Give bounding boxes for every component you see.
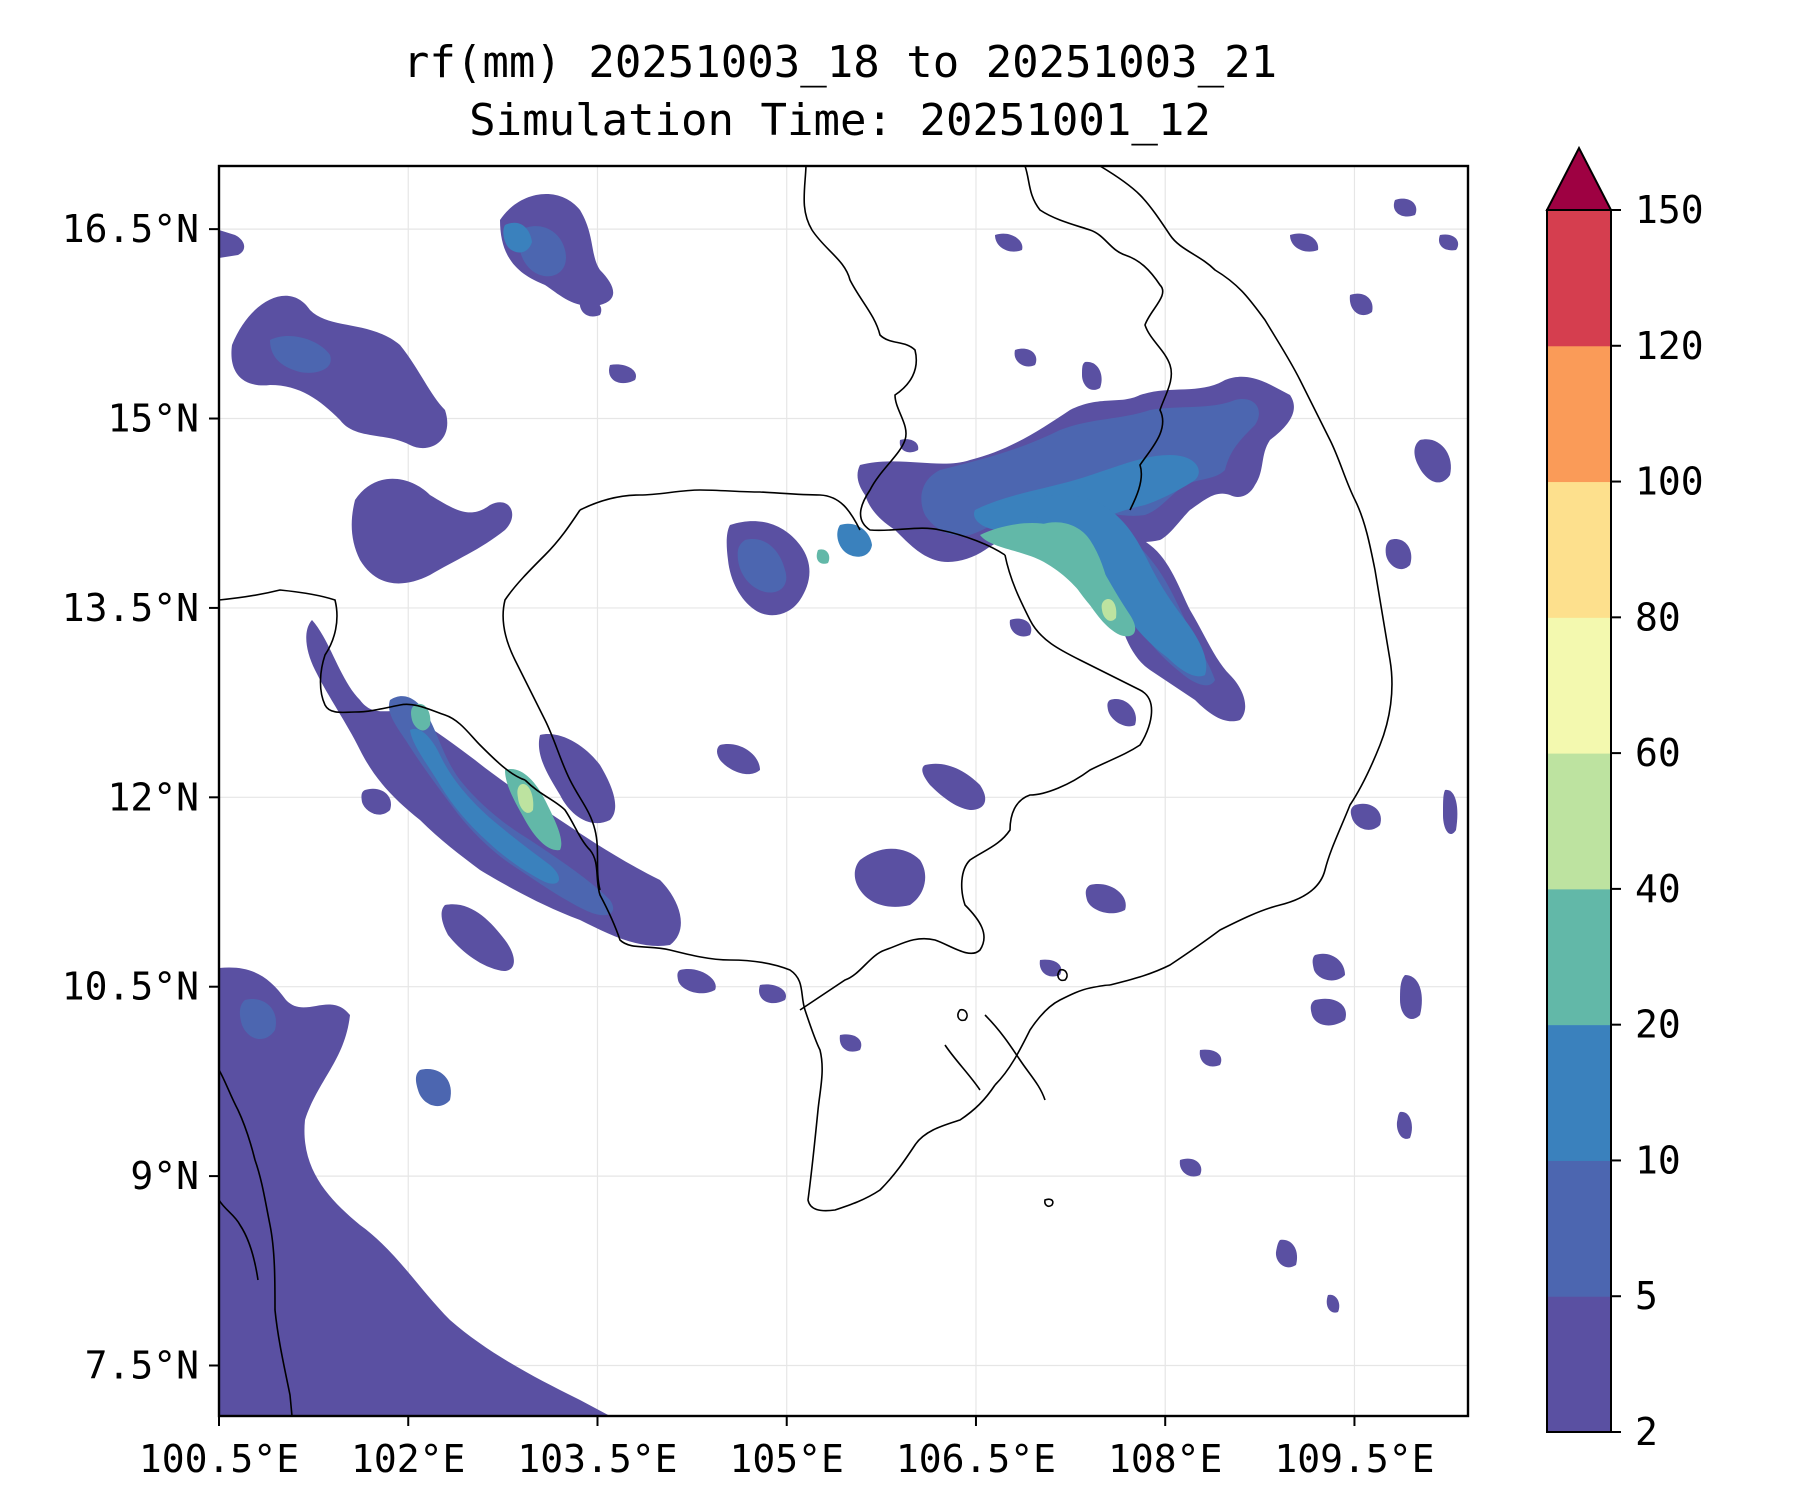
x-axis-tick-labels: 100.5°E 102°E 103.5°E 105°E 106.5°E 108°E 109.… — [139, 1437, 1435, 1481]
colorbar-frame — [1546, 209, 1612, 1433]
colorbar-label: 120 — [1635, 324, 1704, 368]
x-tick-label: 102°E — [351, 1437, 465, 1481]
map-panel — [209, 164, 1470, 1426]
y-tick-label: 15°N — [107, 397, 199, 441]
y-tick-label: 10.5°N — [62, 965, 199, 1009]
y-tick-label: 7.5°N — [85, 1343, 199, 1387]
colorbar-segment — [1547, 1296, 1611, 1433]
coastlines-and-borders — [219, 166, 1393, 1416]
y-tick-label: 12°N — [107, 775, 199, 819]
colorbar-segment — [1547, 888, 1611, 1026]
x-tick-label: 100.5°E — [139, 1437, 299, 1481]
colorbar-segment — [1547, 481, 1611, 618]
rain-band-40-60 — [517, 599, 1117, 813]
x-tick-label: 108°E — [1108, 1437, 1222, 1481]
colorbar-label: 80 — [1635, 595, 1681, 639]
y-tick-label: 13.5°N — [62, 586, 199, 630]
map-title: rf(mm) 20251003_18 to 20251003_21 — [402, 37, 1278, 88]
x-tick-label: 105°E — [730, 1437, 844, 1481]
colorbar-segment — [1547, 1024, 1611, 1161]
map-frame — [217, 164, 1470, 1418]
colorbar-label: 150 — [1635, 188, 1704, 232]
x-tick-label: 109.5°E — [1274, 1437, 1434, 1481]
rainfall-field — [219, 193, 1459, 1416]
colorbar-segment — [1547, 210, 1611, 347]
colorbar-segment — [1547, 1160, 1611, 1297]
y-tick-label: 16.5°N — [62, 207, 199, 251]
colorbar: 2 5 10 20 40 60 80 100 120 150 — [1545, 145, 1704, 1454]
colorbar-label: 60 — [1635, 731, 1681, 775]
colorbar-label: 20 — [1635, 1003, 1681, 1047]
x-tick-label: 106.5°E — [896, 1437, 1056, 1481]
map-subtitle: Simulation Time: 20251001_12 — [469, 95, 1211, 146]
y-tick-label: 9°N — [130, 1154, 199, 1198]
colorbar-label: 2 — [1635, 1410, 1658, 1454]
colorbar-label: 10 — [1635, 1138, 1681, 1182]
colorbar-segment — [1547, 617, 1611, 754]
colorbar-segment — [1547, 345, 1611, 483]
colorbar-segment — [1547, 753, 1611, 890]
colorbar-label: 5 — [1635, 1274, 1658, 1318]
colorbar-label: 40 — [1635, 867, 1681, 911]
y-axis-tick-labels: 16.5°N 15°N 13.5°N 12°N 10.5°N 9°N 7.5°N — [62, 207, 199, 1387]
x-tick-label: 103.5°E — [517, 1437, 677, 1481]
axis-ticks — [209, 228, 1356, 1426]
colorbar-extend-arrow — [1545, 145, 1613, 211]
colorbar-label: 100 — [1635, 460, 1704, 504]
